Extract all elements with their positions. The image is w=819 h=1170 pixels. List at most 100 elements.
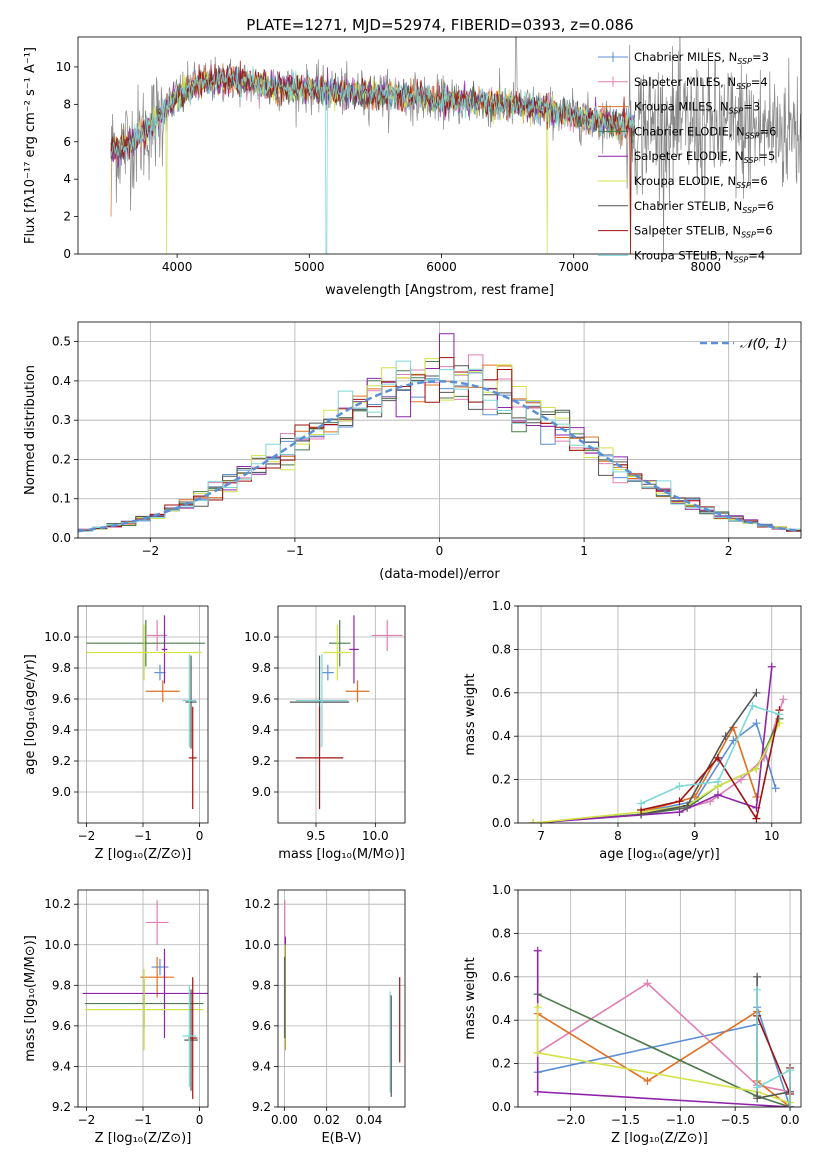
x-tick-label: 1 — [580, 544, 588, 558]
weight-line-kroupa-elodie — [536, 1007, 791, 1104]
x-tick-label: −1 — [286, 544, 304, 558]
y-tick-label: 0.0 — [492, 1100, 511, 1114]
y-tick-label: 9.2 — [52, 754, 71, 768]
y-tick-label: 0.1 — [52, 492, 71, 506]
axes-spectrum: 4000 5000 6000 7000 8000 0 2 4 6 8 10 wavelength [A… — [23, 36, 802, 298]
legend-entry: Salpeter STELIB, NSSP=6 — [634, 224, 773, 240]
weight-marker — [748, 701, 757, 710]
y-tick-label: 9.6 — [252, 1019, 271, 1033]
weight-marker — [786, 1066, 795, 1075]
plot-area-residuals — [78, 333, 801, 538]
plot-area-weight_vs_age — [529, 662, 788, 823]
weight-marker — [713, 753, 722, 762]
x-tick-label: 0.02 — [313, 1113, 340, 1127]
y-tick-label: 2 — [63, 210, 71, 224]
y-tick-label: 9.4 — [252, 723, 271, 737]
x-tick-label: 6000 — [426, 260, 457, 274]
y-axis-label: Normed distribution — [23, 365, 38, 495]
y-tick-label: 1.0 — [492, 883, 511, 897]
weight-marker — [753, 972, 762, 981]
y-axis-label: Flux [fλ10⁻¹⁷ erg cm⁻² s⁻¹ A⁻¹] — [23, 47, 38, 244]
weight-marker — [752, 764, 761, 773]
weight-marker — [643, 979, 652, 988]
weight-marker — [775, 710, 784, 719]
x-axis-label: Z [log₁₀(Z/Z⊙)] — [95, 847, 192, 862]
x-tick-label: 0 — [196, 829, 204, 843]
y-tick-label: 9.4 — [52, 1059, 71, 1073]
weight-line-kroupa-stelib — [756, 989, 791, 1107]
y-tick-label: 9.8 — [52, 661, 71, 675]
y-tick-label: 0.4 — [492, 729, 511, 743]
y-tick-label: 10.0 — [44, 938, 71, 952]
axes-frame — [77, 36, 802, 255]
x-tick-label: −2 — [141, 544, 159, 558]
data-spectrum-line — [110, 37, 801, 254]
weight-marker — [713, 777, 722, 786]
model-line-salpeter-stelib — [110, 60, 635, 254]
y-tick-label: 0.2 — [492, 1057, 511, 1071]
weight-marker — [771, 784, 780, 793]
y-tick-label: 0.8 — [492, 926, 511, 940]
y-axis-label: mass weight — [463, 673, 478, 755]
weight-line-chabrier-miles — [537, 1006, 791, 1107]
x-tick-label: −2 — [78, 1113, 96, 1127]
axes-residuals: −2 −1 0 1 2 0.0 0.1 0.2 0.3 0.4 0.5 (data-model)/er… — [23, 321, 802, 582]
axes-frame — [277, 889, 406, 1108]
weight-marker — [683, 801, 692, 810]
weight-line-salpeter-miles — [537, 982, 791, 1093]
x-tick-label: −1 — [134, 829, 152, 843]
axes-age_vs_mass: 9.5 10.0 9.0 9.2 9.4 9.6 9.8 10.0 mass [log₁₀(M/… — [244, 605, 406, 862]
x-tick-label: 0.0 — [780, 1113, 799, 1127]
x-axis-label: (data-model)/error — [379, 567, 500, 582]
y-tick-label: 9.4 — [52, 723, 71, 737]
x-tick-label: 9.5 — [306, 829, 325, 843]
histogram-kroupa-stelib — [78, 360, 801, 538]
weight-line-chabrier-stelib — [756, 976, 791, 1107]
legend-entry: Kroupa STELIB, NSSP=4 — [634, 248, 765, 264]
x-axis-label: E(B-V) — [321, 1131, 361, 1146]
legend: 𝒩(0, 1) — [700, 337, 787, 352]
x-tick-label: 7 — [537, 829, 545, 843]
plot-area-age_vs_Z — [86, 615, 206, 810]
weight-marker — [753, 1094, 762, 1103]
weight-marker — [637, 799, 646, 808]
y-tick-label: 9.0 — [252, 785, 271, 799]
axes-age_vs_Z: −2 −1 0 9.0 9.2 9.4 9.6 9.8 10.0 Z [log₁₀(Z/Z⊙)] a… — [23, 605, 209, 862]
axes-weight_vs_Z: −2.0 −1.5 −1.0 −0.5 0.0 0.0 0.2 0.4 0.6 0.8 1.0 Z [… — [463, 883, 802, 1146]
x-tick-label: −0.5 — [721, 1113, 750, 1127]
x-tick-label: 4000 — [162, 260, 193, 274]
axes-weight_vs_age: 7 8 9 10 0.0 0.2 0.4 0.6 0.8 1.0 age [log₁₀(age/yr… — [463, 599, 802, 862]
x-axis-label: age [log₁₀(age/yr)] — [599, 847, 720, 862]
x-tick-label: 7000 — [558, 260, 589, 274]
axes-mass_vs_ebv: 0.00 0.02 0.04 9.2 9.4 9.6 9.8 10.0 10.2 E(B-V) — [244, 889, 406, 1146]
y-tick-label: 9.2 — [52, 1100, 71, 1114]
x-tick-label: 10.0 — [362, 829, 389, 843]
x-tick-label: −2 — [78, 829, 96, 843]
weight-marker — [675, 808, 684, 817]
weight-marker — [786, 1103, 795, 1107]
x-tick-label: 10 — [764, 829, 779, 843]
weight-line-salpeter-elodie — [533, 666, 773, 823]
x-axis-label: mass [log₁₀(M/M⊙)] — [278, 847, 405, 862]
x-tick-label: −1 — [134, 1113, 152, 1127]
weight-marker — [753, 985, 762, 994]
y-tick-label: 0.0 — [492, 816, 511, 830]
y-tick-label: 10.2 — [44, 897, 71, 911]
weight-line-salpeter-stelib — [756, 1015, 791, 1095]
y-tick-label: 10 — [56, 60, 71, 74]
y-tick-label: 9.0 — [52, 785, 71, 799]
y-tick-label: 0.0 — [52, 531, 71, 545]
x-axis-label: Z [log₁₀(Z/Z⊙)] — [611, 1131, 708, 1146]
y-axis-label: mass [log₁₀(M/M⊙)] — [23, 935, 38, 1062]
axes-mass_vs_Z: −2 −1 0 9.2 9.4 9.6 9.8 10.0 10.2 Z [log₁₀(Z/Z⊙)]… — [23, 889, 209, 1146]
y-tick-label: 0.5 — [52, 335, 71, 349]
y-tick-label: 0.6 — [492, 686, 511, 700]
y-tick-label: 9.6 — [52, 692, 71, 706]
legend-entry: Chabrier STELIB, NSSP=6 — [634, 199, 774, 215]
x-axis-label: Z [log₁₀(Z/Z⊙)] — [95, 1131, 192, 1146]
y-tick-label: 10.0 — [44, 630, 71, 644]
y-axis-label: mass weight — [463, 957, 478, 1039]
x-tick-label: −1.0 — [666, 1113, 695, 1127]
